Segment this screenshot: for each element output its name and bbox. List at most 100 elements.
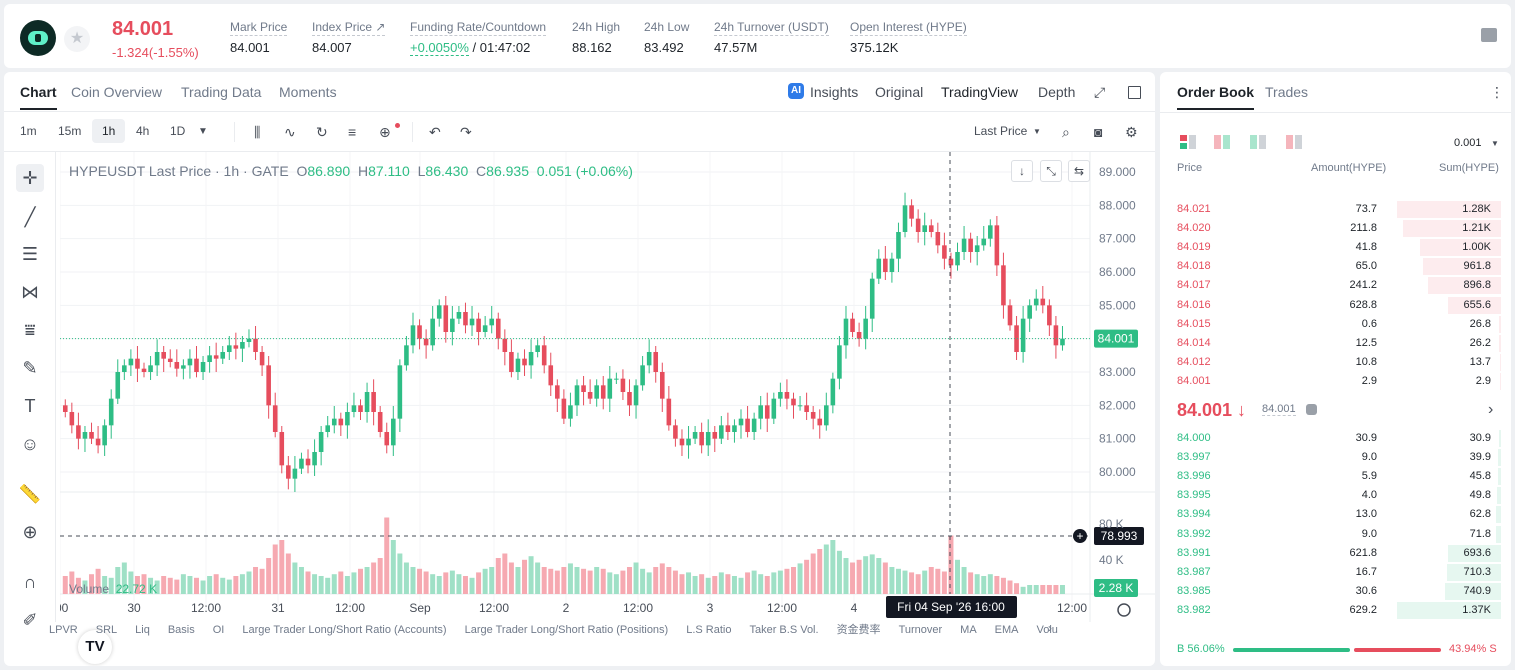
text-tool-icon[interactable]: T [24, 396, 36, 416]
chevron-down-icon[interactable]: ▼ [1033, 127, 1041, 136]
order-row[interactable]: 83.987 16.7 710.3 [1170, 563, 1501, 582]
guide-book-icon[interactable] [1481, 28, 1497, 42]
price-type-select[interactable]: Last Price [974, 124, 1028, 138]
collapse-icon[interactable]: ⤡ [1040, 160, 1062, 182]
pattern-tool-icon[interactable]: ⋈ [21, 282, 39, 302]
ruler-tool-icon[interactable]: 📏 [18, 484, 42, 504]
stat-index-price[interactable]: Index Price ↗ 84.007 [312, 20, 386, 55]
order-row[interactable]: 83.994 13.0 62.8 [1170, 505, 1501, 524]
order-row[interactable]: 84.021 73.7 1.28K [1170, 200, 1501, 219]
search-icon[interactable]: ⌕ [1062, 124, 1070, 140]
brush-tool-icon[interactable]: ✎ [22, 358, 38, 378]
indicator-shortcut[interactable]: Basis [167, 624, 195, 636]
order-row[interactable]: 83.996 5.9 45.8 [1170, 467, 1501, 486]
tab-trades[interactable]: Trades [1265, 84, 1309, 100]
timeframe-4h[interactable]: 4h [136, 124, 150, 138]
timeframe-15m[interactable]: 15m [58, 124, 82, 138]
indicator-shortcut[interactable]: L.S Ratio [686, 624, 732, 636]
candle-body [253, 338, 258, 352]
order-row[interactable]: 83.997 9.0 39.9 [1170, 448, 1501, 467]
candlestick-chart[interactable]: 89.00088.00087.00086.00085.00084.00083.0… [52, 152, 1155, 666]
indicators-icon[interactable]: ∿ [284, 124, 296, 140]
order-row[interactable]: 84.001 2.9 2.9 [1170, 372, 1501, 391]
order-row[interactable]: 83.992 9.0 71.8 [1170, 525, 1501, 544]
tab-depth[interactable]: Depth [1038, 84, 1076, 100]
order-sum: 30.9 [1469, 432, 1491, 444]
volume-bar [699, 574, 705, 594]
timeframe-1h[interactable]: 1h [92, 119, 126, 143]
indicator-shortcut[interactable]: Volu [1036, 624, 1058, 636]
indicator-shortcut[interactable]: 资金费率 [836, 624, 881, 636]
indicator-shortcut[interactable]: LPVR [49, 624, 78, 636]
favorite-star-icon[interactable]: ★ [64, 26, 90, 52]
order-row[interactable]: 84.020 211.8 1.21K [1170, 219, 1501, 238]
tab-insights[interactable]: Insights [810, 84, 859, 100]
replay-icon[interactable]: ↻ [316, 124, 328, 140]
indicator-shortcut[interactable]: OI [212, 624, 225, 636]
chevron-right-icon[interactable]: › [1048, 621, 1052, 635]
chevron-right-icon[interactable]: › [1488, 401, 1494, 418]
tab-chart[interactable]: Chart [20, 84, 57, 110]
chevron-down-icon[interactable]: ▼ [1491, 139, 1499, 148]
add-indicator-icon[interactable]: ⊕ [379, 124, 391, 140]
order-row[interactable]: 84.014 12.5 26.2 [1170, 334, 1501, 353]
indicator-shortcut[interactable]: MA [960, 624, 977, 636]
precision-select[interactable]: 0.001 [1454, 137, 1482, 149]
swap-icon[interactable]: ⇆ [1068, 160, 1090, 182]
indicator-shortcut[interactable]: Turnover [898, 624, 943, 636]
candle-body [850, 318, 855, 332]
order-row[interactable]: 83.991 621.8 693.6 [1170, 544, 1501, 563]
tab-order-book[interactable]: Order Book [1177, 84, 1255, 110]
window-icon[interactable] [1128, 86, 1141, 99]
order-row[interactable]: 84.016 628.8 655.6 [1170, 296, 1501, 315]
order-row[interactable]: 84.017 241.2 896.8 [1170, 276, 1501, 295]
zoom-in-tool-icon[interactable]: ⊕ [22, 522, 38, 542]
emoji-tool-icon[interactable]: ☺ [20, 434, 40, 454]
tab-trading-data[interactable]: Trading Data [181, 84, 262, 100]
pencil-lock-icon[interactable]: ✐ [22, 610, 38, 630]
order-row[interactable]: 84.000 30.9 30.9 [1170, 429, 1501, 448]
redo-icon[interactable]: ↷ [460, 124, 472, 140]
templates-icon[interactable]: ≡ [348, 124, 357, 140]
arrow-down-icon[interactable]: ↓ [1011, 160, 1033, 182]
indicator-shortcut[interactable]: Large Trader Long/Short Ratio (Accounts) [242, 624, 447, 636]
order-row[interactable]: 84.019 41.8 1.00K [1170, 238, 1501, 257]
expand-icon[interactable]: ⤢ [1094, 84, 1106, 100]
indicator-shortcut[interactable]: Taker B.S Vol. [749, 624, 819, 636]
indicator-shortcut[interactable]: Liq [135, 624, 150, 636]
order-row[interactable]: 84.015 0.6 26.8 [1170, 315, 1501, 334]
candle-type-icon[interactable]: ⫼ [254, 124, 261, 140]
undo-icon[interactable]: ↶ [429, 124, 441, 140]
candle-body [751, 418, 757, 432]
magnet-tool-icon[interactable]: ∩ [23, 572, 37, 592]
timeframe-1m[interactable]: 1m [20, 124, 37, 138]
crosshair-tool-icon[interactable]: ✛ [16, 164, 44, 192]
candle-body [673, 425, 678, 439]
candle-body [896, 232, 901, 259]
view-both-icon[interactable] [1180, 135, 1196, 149]
tab-coin-overview[interactable]: Coin Overview [71, 84, 163, 100]
tradingview-chart[interactable]: 89.00088.00087.00086.00085.00084.00083.0… [52, 152, 1155, 666]
tab-tradingview[interactable]: TradingView [941, 84, 1019, 100]
horizontal-lines-tool-icon[interactable]: ☰ [21, 244, 39, 264]
order-row[interactable]: 83.985 30.6 740.9 [1170, 582, 1501, 601]
indicator-shortcut[interactable]: EMA [994, 624, 1019, 636]
more-menu-icon[interactable]: ⋮ [1490, 84, 1504, 100]
tab-moments[interactable]: Moments [279, 84, 337, 100]
indicator-shortcut[interactable]: Large Trader Long/Short Ratio (Positions… [464, 624, 669, 636]
fib-tool-icon[interactable]: ⩸ [24, 320, 36, 340]
order-row[interactable]: 84.018 65.0 961.8 [1170, 257, 1501, 276]
camera-icon[interactable]: ◙ [1094, 124, 1103, 140]
order-row[interactable]: 83.982 629.2 1.37K [1170, 601, 1501, 620]
order-row[interactable]: 84.012 10.8 13.7 [1170, 353, 1501, 372]
view-split-icon[interactable] [1214, 135, 1230, 149]
indicator-shortcut[interactable]: SRL [95, 624, 118, 636]
settings-gear-icon[interactable]: ⚙ [1125, 124, 1138, 140]
timeframe-1d[interactable]: 1D [170, 124, 186, 138]
tab-original[interactable]: Original [875, 84, 924, 100]
timeframe-dropdown-icon[interactable]: ▼ [198, 126, 208, 137]
view-asks-icon[interactable] [1286, 135, 1302, 149]
view-bids-icon[interactable] [1250, 135, 1266, 149]
trendline-tool-icon[interactable]: ╱ [24, 207, 36, 227]
order-row[interactable]: 83.995 4.0 49.8 [1170, 486, 1501, 505]
